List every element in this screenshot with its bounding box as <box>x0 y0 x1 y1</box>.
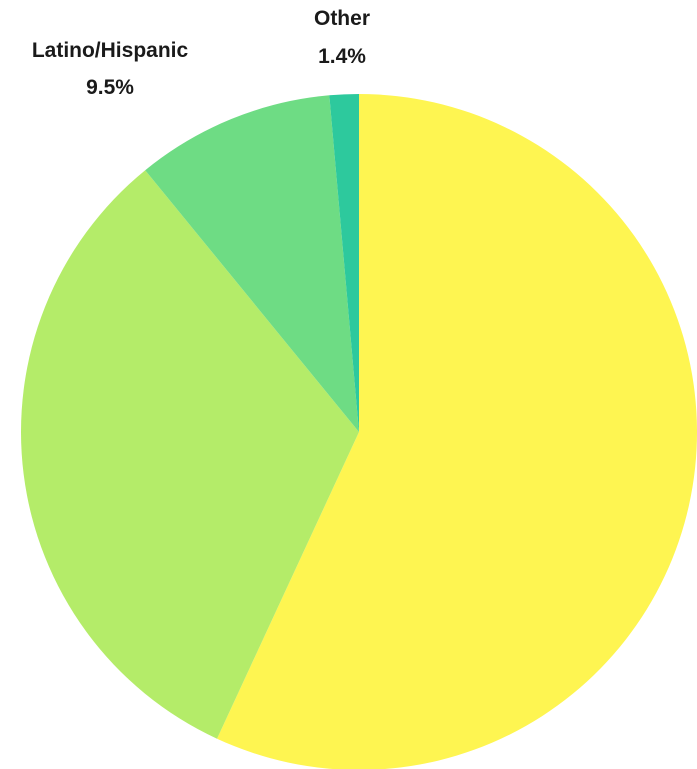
pie-slice-1 <box>217 94 697 769</box>
slice-label-other: Other <box>314 7 370 30</box>
slice-value-label-other: 1.4% <box>318 45 366 68</box>
pie-slices <box>21 94 697 769</box>
pie-slice-latino-hispanic <box>145 95 359 432</box>
pie-slice-2 <box>21 170 360 739</box>
slice-label-latino-hispanic: Latino/Hispanic <box>32 39 189 62</box>
slice-value-label-latino-hispanic: 9.5% <box>86 76 134 99</box>
pie-labels: Latino/Hispanic 9.5% Other 1.4% <box>32 7 370 99</box>
pie-slice-other <box>329 94 359 432</box>
